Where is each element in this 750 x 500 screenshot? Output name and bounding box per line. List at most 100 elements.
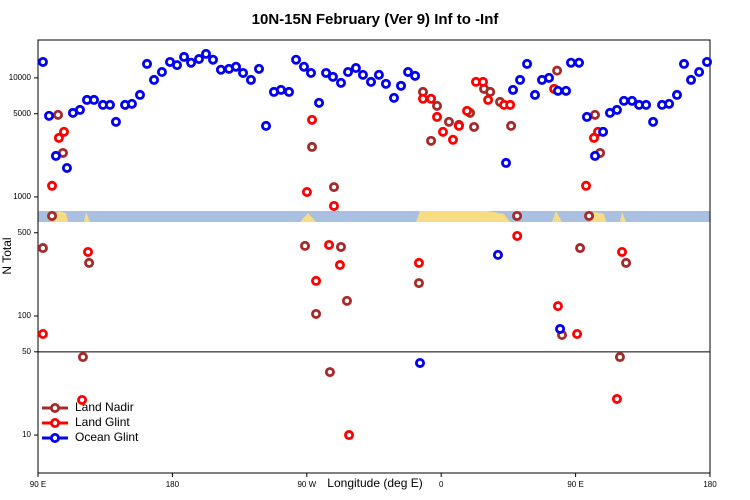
- point: [478, 76, 489, 87]
- point: [193, 54, 204, 65]
- point: [327, 71, 338, 82]
- point: [505, 99, 516, 110]
- point: [334, 260, 345, 271]
- point: [584, 210, 595, 221]
- point: [413, 278, 424, 289]
- point: [300, 240, 311, 251]
- point: [702, 56, 713, 67]
- point: [350, 63, 361, 74]
- point: [238, 67, 249, 78]
- point: [61, 162, 72, 173]
- point: [301, 187, 312, 198]
- point: [641, 99, 652, 110]
- point: [47, 210, 58, 221]
- point: [126, 98, 137, 109]
- point: [492, 249, 503, 260]
- legend-marker: [50, 432, 61, 443]
- x-tick-label: 180: [703, 480, 717, 489]
- point: [53, 109, 64, 120]
- point: [110, 116, 121, 127]
- point: [611, 393, 622, 404]
- y-tick-label: 5000: [13, 109, 31, 118]
- point: [501, 157, 512, 168]
- x-tick-label: 180: [166, 480, 180, 489]
- point: [552, 85, 563, 96]
- point: [284, 86, 295, 97]
- point: [483, 94, 494, 105]
- point: [77, 394, 88, 405]
- point: [572, 328, 583, 339]
- point: [432, 111, 443, 122]
- point: [590, 109, 601, 120]
- point: [324, 239, 335, 250]
- point: [555, 323, 566, 334]
- point: [314, 97, 325, 108]
- y-axis-label: N Total: [0, 237, 14, 274]
- point: [417, 93, 428, 104]
- point: [453, 120, 464, 131]
- x-tick-label: 90 E: [567, 480, 583, 489]
- point: [84, 257, 95, 268]
- x-tick-label: 90 W: [297, 480, 316, 489]
- point: [522, 58, 533, 69]
- point: [679, 58, 690, 69]
- y-tick-label: 10: [22, 430, 31, 439]
- point: [366, 76, 377, 87]
- point: [172, 60, 183, 71]
- point: [344, 430, 355, 441]
- x-tick-label: 0: [439, 480, 444, 489]
- legend-label: Ocean Glint: [75, 430, 139, 444]
- point: [426, 93, 437, 104]
- point: [328, 182, 339, 193]
- point: [305, 67, 316, 78]
- point: [74, 104, 85, 115]
- point: [686, 74, 697, 85]
- point: [335, 241, 346, 252]
- point: [261, 120, 272, 131]
- point: [590, 150, 601, 161]
- point: [410, 70, 421, 81]
- legend-label: Land Nadir: [75, 400, 134, 414]
- point: [341, 295, 352, 306]
- point: [413, 257, 424, 268]
- point: [414, 357, 425, 368]
- x-tick-label: 90 E: [30, 480, 46, 489]
- chart-title: 10N-15N February (Ver 9) Inf to -Inf: [252, 11, 500, 28]
- point: [506, 120, 517, 131]
- legend-marker: [50, 417, 61, 428]
- point: [321, 67, 332, 78]
- point: [581, 180, 592, 191]
- y-tick-label: 10000: [9, 73, 32, 82]
- point: [324, 367, 335, 378]
- point: [179, 51, 190, 62]
- point: [53, 132, 64, 143]
- point: [552, 301, 563, 312]
- point: [574, 57, 585, 68]
- y-tick-label: 1000: [13, 192, 31, 201]
- point: [357, 69, 368, 80]
- point: [561, 85, 572, 96]
- y-tick-label: 50: [22, 347, 31, 356]
- point: [575, 243, 586, 254]
- point: [208, 54, 219, 65]
- point: [343, 67, 354, 78]
- point: [215, 64, 226, 75]
- point: [437, 126, 448, 137]
- point: [200, 48, 211, 59]
- point: [298, 61, 309, 72]
- point: [515, 74, 526, 85]
- point: [142, 58, 153, 69]
- point: [58, 126, 69, 137]
- map-strip: [38, 211, 710, 222]
- point: [307, 141, 318, 152]
- point: [254, 63, 265, 74]
- point: [373, 69, 384, 80]
- point: [134, 89, 145, 100]
- point: [565, 57, 576, 68]
- point: [396, 80, 407, 91]
- point: [291, 54, 302, 65]
- point: [544, 72, 555, 83]
- point: [627, 95, 638, 106]
- point: [311, 275, 322, 286]
